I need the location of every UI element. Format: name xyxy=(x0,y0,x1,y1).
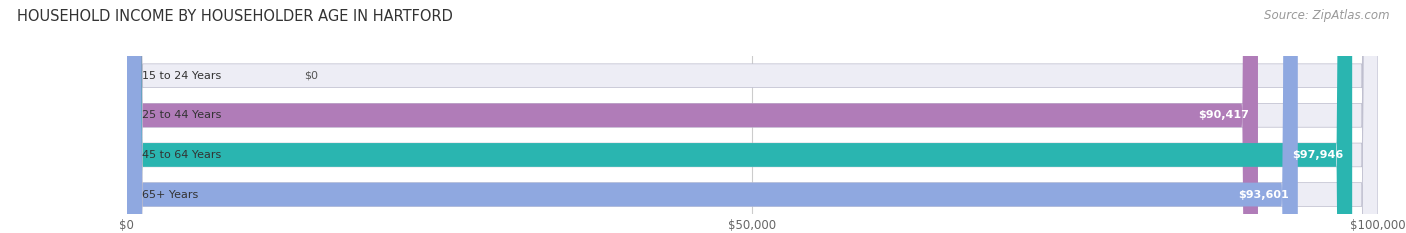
Text: $0: $0 xyxy=(304,71,318,81)
FancyBboxPatch shape xyxy=(127,0,1258,233)
FancyBboxPatch shape xyxy=(127,0,1378,233)
FancyBboxPatch shape xyxy=(127,0,1353,233)
Text: 25 to 44 Years: 25 to 44 Years xyxy=(142,110,221,120)
FancyBboxPatch shape xyxy=(127,0,1298,233)
FancyBboxPatch shape xyxy=(127,0,1378,233)
Text: 45 to 64 Years: 45 to 64 Years xyxy=(142,150,221,160)
Text: $93,601: $93,601 xyxy=(1239,190,1289,199)
Text: 65+ Years: 65+ Years xyxy=(142,190,198,199)
Text: 15 to 24 Years: 15 to 24 Years xyxy=(142,71,221,81)
FancyBboxPatch shape xyxy=(127,0,1378,233)
Text: Source: ZipAtlas.com: Source: ZipAtlas.com xyxy=(1264,9,1389,22)
FancyBboxPatch shape xyxy=(127,0,1378,233)
Text: $97,946: $97,946 xyxy=(1292,150,1343,160)
Text: $90,417: $90,417 xyxy=(1198,110,1249,120)
Text: HOUSEHOLD INCOME BY HOUSEHOLDER AGE IN HARTFORD: HOUSEHOLD INCOME BY HOUSEHOLDER AGE IN H… xyxy=(17,9,453,24)
